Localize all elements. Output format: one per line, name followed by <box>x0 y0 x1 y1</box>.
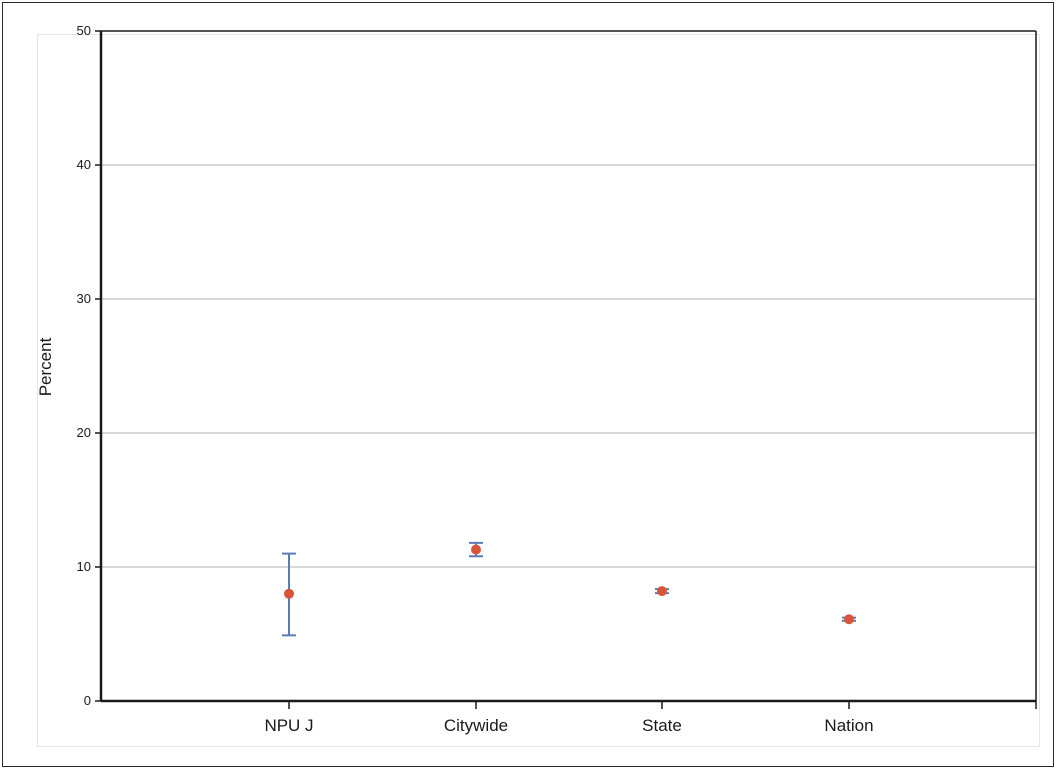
data-point <box>284 588 294 599</box>
y-tick-label: 40 <box>77 157 91 172</box>
data-point <box>471 544 481 555</box>
x-tick-label: Nation <box>824 716 873 735</box>
y-axis-label: Percent <box>36 337 55 396</box>
data-point <box>657 586 667 597</box>
x-tick-label: NPU J <box>264 716 313 735</box>
plot-panel <box>37 34 1040 747</box>
y-tick-label: 10 <box>77 559 91 574</box>
error-bars <box>282 541 856 637</box>
y-tick-label: 0 <box>84 693 91 708</box>
data-points <box>284 544 854 625</box>
data-point <box>844 614 854 625</box>
gridlines <box>101 164 1036 568</box>
x-tick-label: Citywide <box>444 716 508 735</box>
y-tick-label: 50 <box>77 23 91 38</box>
y-tick-label: 30 <box>77 291 91 306</box>
axes <box>95 30 1037 709</box>
x-tick-label: State <box>642 716 682 735</box>
y-tick-label: 20 <box>77 425 91 440</box>
tick-labels: 0 10 20 30 40 50 NPU J Citywide State Nation <box>77 23 874 735</box>
